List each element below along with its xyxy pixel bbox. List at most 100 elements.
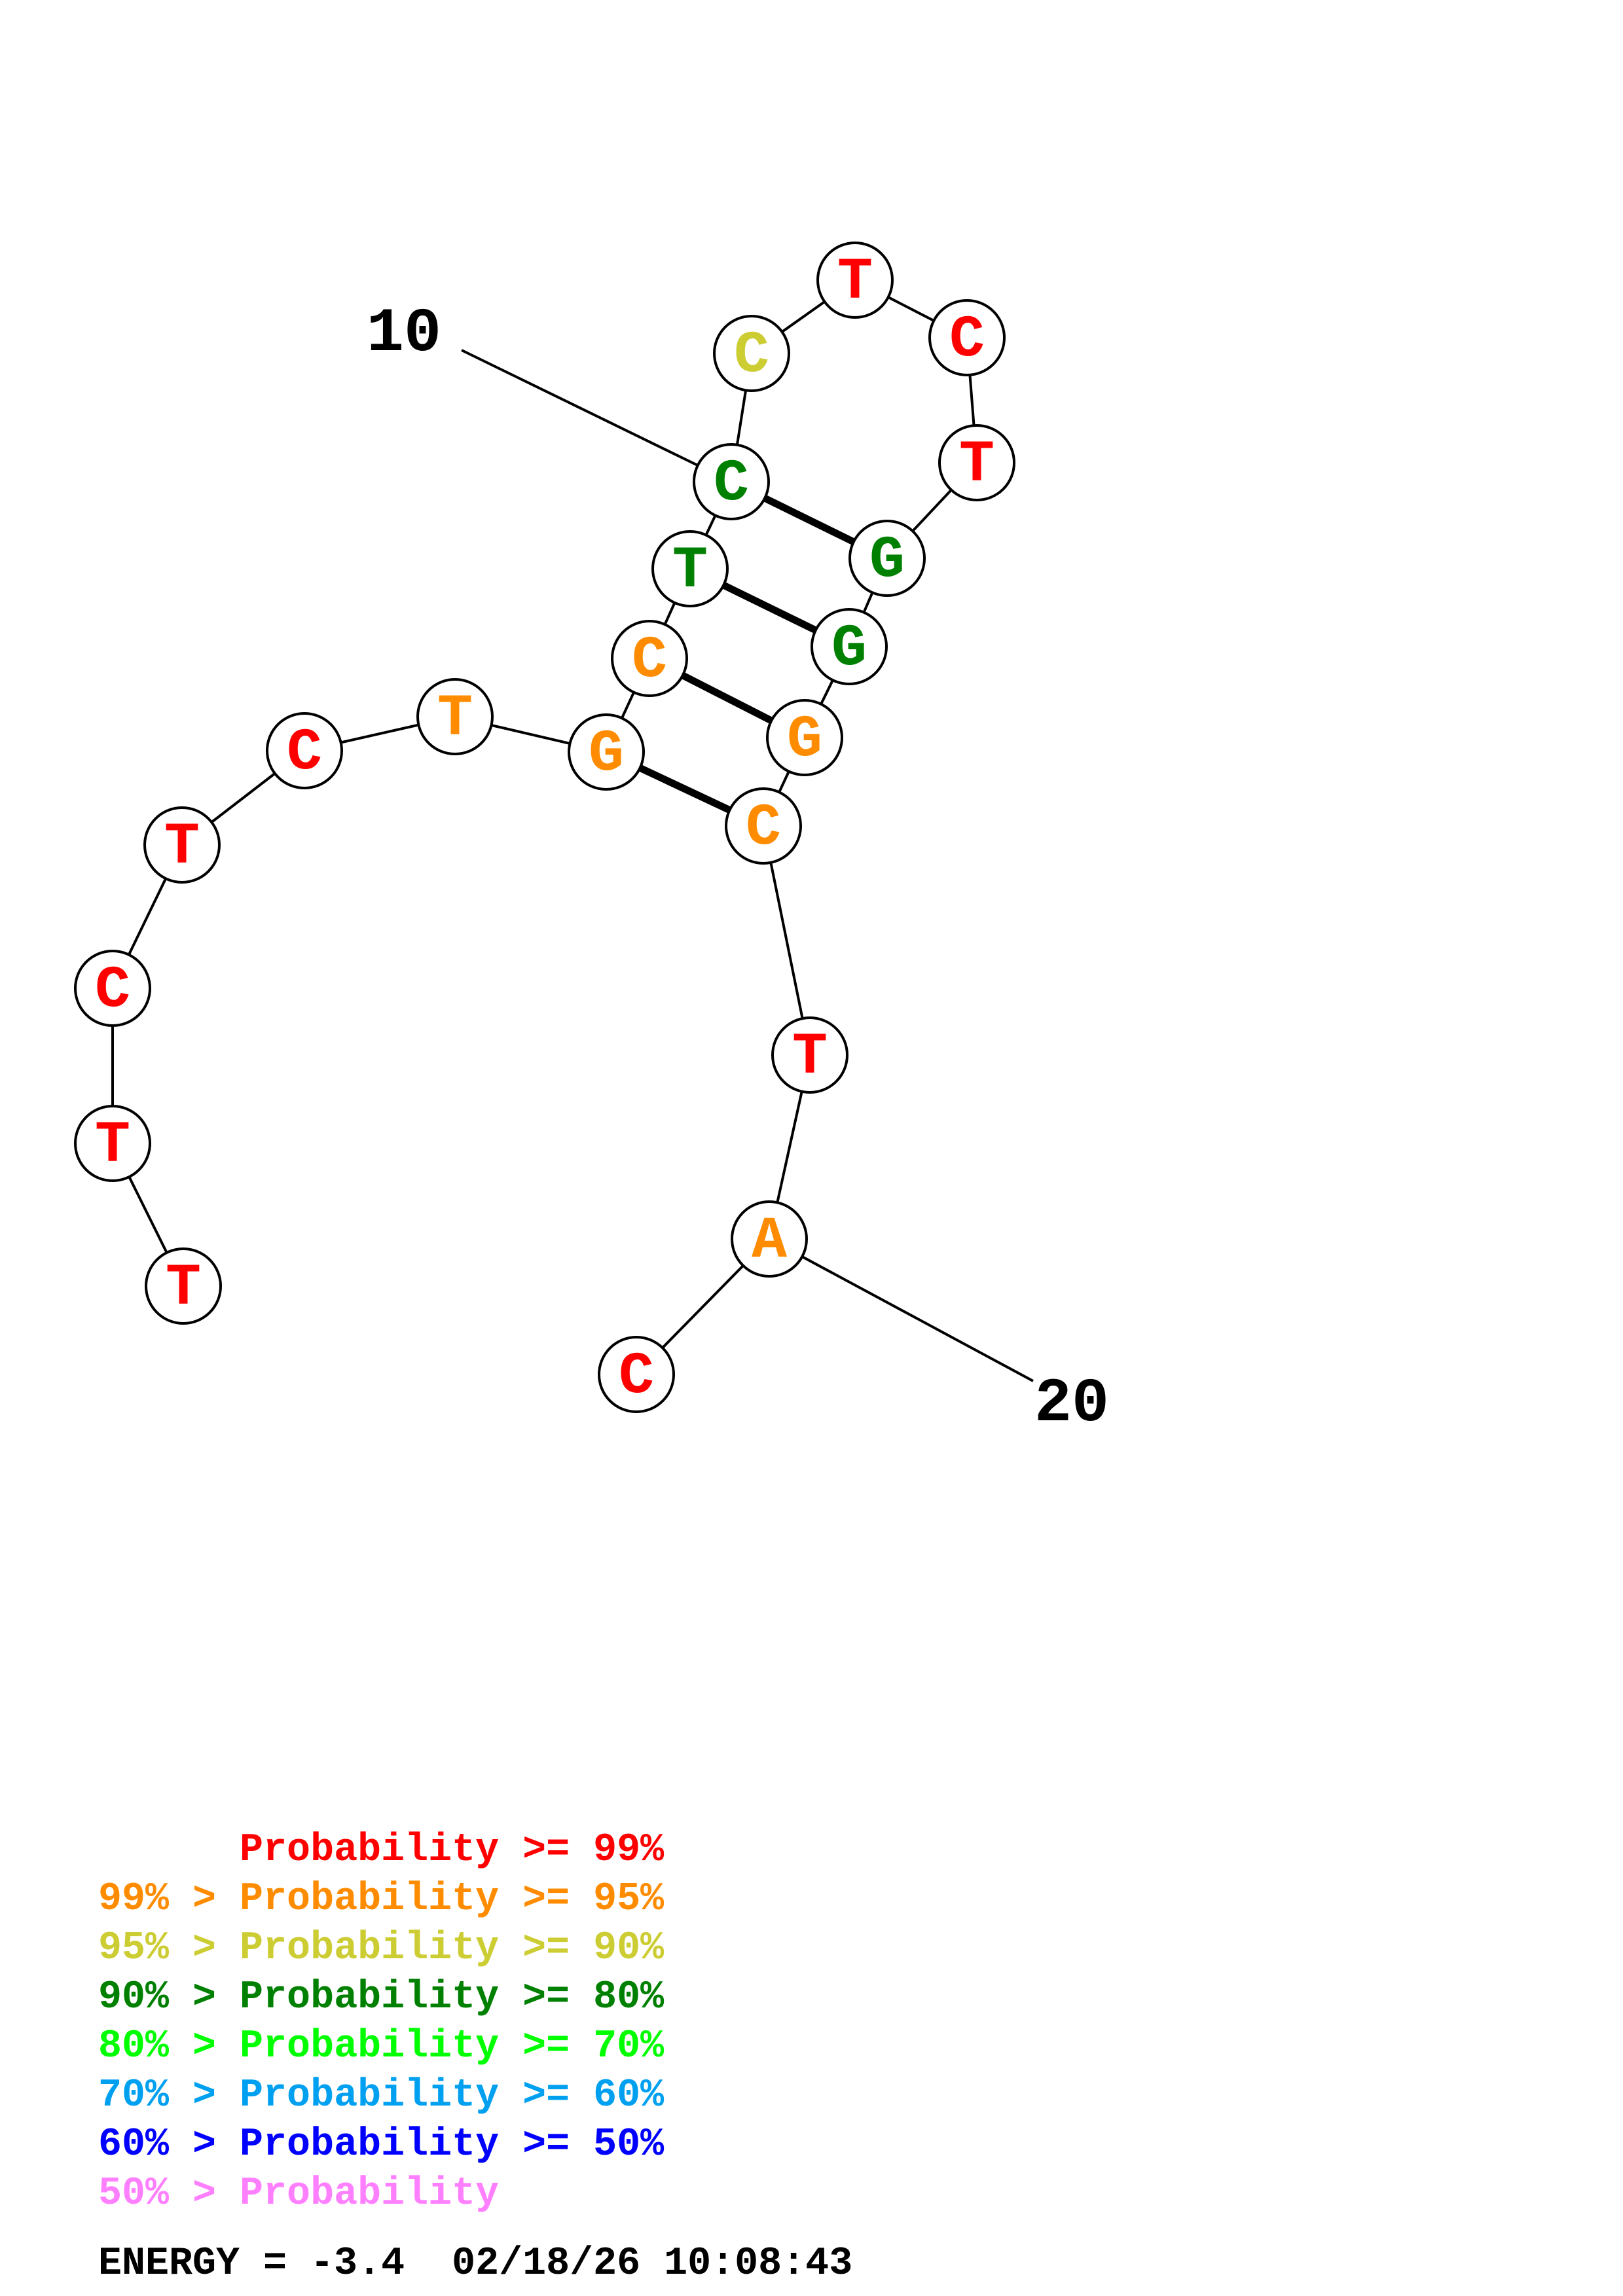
nucleotide-letter: C — [734, 323, 769, 389]
legend-row: 80% > Probability >= 70% — [98, 2022, 664, 2072]
nucleotide: C — [266, 712, 343, 789]
position-label-layer: 10 20 — [367, 298, 1109, 1439]
nucleotide-circle — [938, 424, 1015, 501]
nucleotide-letter: T — [164, 814, 200, 881]
nucleotide-letter: T — [672, 538, 708, 605]
nucleotide-circle — [693, 443, 770, 520]
nucleotide-letter: C — [95, 958, 130, 1024]
legend-text: Probability >= 80% — [240, 1975, 665, 2020]
nucleotide-letter: C — [949, 307, 985, 374]
nucleotide-letter: T — [166, 1255, 201, 1322]
legend-row: 50% > Probability — [98, 2170, 664, 2219]
nucleotide-letter: T — [959, 432, 994, 499]
legend-prefix: 95% > — [98, 1926, 240, 1971]
legend-row: 90% > Probability >= 80% — [98, 1973, 664, 2022]
nucleotide-circle — [74, 1105, 151, 1182]
legend-row: 60% > Probability >= 50% — [98, 2121, 664, 2170]
position-label-leader — [769, 1238, 1034, 1382]
legend-text: Probability >= 90% — [240, 1926, 665, 1971]
nucleotide: C — [928, 299, 1006, 376]
nucleotide-circle — [143, 806, 221, 884]
nucleotide: G — [568, 713, 645, 791]
nucleotide-circle — [816, 242, 894, 319]
legend-row: Probability >= 99% — [98, 1826, 664, 1875]
nucleotide: A — [731, 1200, 808, 1278]
legend-prefix: 99% > — [98, 1877, 240, 1922]
nucleotide-letter: T — [95, 1113, 130, 1179]
nucleotide: T — [771, 1016, 848, 1094]
legend-prefix: 70% > — [98, 2073, 240, 2118]
legend-prefix: 60% > — [98, 2123, 240, 2167]
nucleotide-circle — [766, 699, 843, 776]
legend-row: 95% > Probability >= 90% — [98, 1924, 664, 1973]
nucleotide-letter: T — [792, 1024, 828, 1091]
nucleotide: G — [848, 520, 926, 597]
legend-text: Probability >= 99% — [240, 1828, 665, 1873]
legend-text: Probability >= 95% — [240, 1877, 665, 1922]
nucleotide-letter: G — [589, 721, 624, 788]
timestamp: 02/18/26 10:08:43 — [452, 2242, 853, 2286]
legend-text: Probability >= 50% — [240, 2123, 665, 2167]
nucleotide-circle — [568, 713, 645, 791]
nucleotide-circle — [771, 1016, 848, 1094]
nucleotide-circle — [848, 520, 926, 597]
nucleotide: C — [725, 787, 802, 865]
nucleotide-circle — [74, 950, 151, 1027]
legend-prefix: 90% > — [98, 1975, 240, 2020]
nucleotide-circle — [725, 787, 802, 865]
nucleotide-circle — [145, 1247, 222, 1325]
nucleotide-letter: C — [714, 451, 749, 518]
nucleotide: T — [416, 678, 494, 755]
backbone-layer — [111, 279, 978, 1376]
nucleotide-letter: C — [287, 720, 322, 787]
probability-legend: Probability >= 99% 99% > Probability >= 9… — [98, 1826, 664, 2219]
legend-text: Probability >= 70% — [240, 2024, 665, 2069]
legend-text: Probability — [240, 2172, 500, 2216]
nucleotide-circle — [928, 299, 1006, 376]
nucleotide-circle — [266, 712, 343, 789]
nucleotide-letter: C — [632, 628, 667, 694]
nucleotide-letter: T — [837, 249, 873, 316]
nucleotide: T — [938, 424, 1015, 501]
legend-prefix: 80% > — [98, 2024, 240, 2069]
position-label: 20 — [1034, 1369, 1109, 1439]
legend-row: 99% > Probability >= 95% — [98, 1875, 664, 1924]
nucleotide: G — [811, 608, 888, 685]
nucleotide-circle — [416, 678, 494, 755]
legend-prefix: 50% > — [98, 2172, 240, 2216]
nucleotide: T — [651, 530, 729, 607]
nucleotide: C — [713, 315, 790, 392]
nucleotide: T — [74, 1105, 151, 1182]
nucleotide: T — [145, 1247, 222, 1325]
nucleotide-letter: A — [752, 1208, 788, 1275]
nucleotide-circle — [713, 315, 790, 392]
nucleotide-circle — [811, 608, 888, 685]
nucleotide: C — [611, 620, 688, 697]
nucleotide: C — [693, 443, 770, 520]
nucleotide-circle — [651, 530, 729, 607]
energy-value: ENERGY = -3.4 — [98, 2242, 405, 2286]
backbone-link — [762, 825, 811, 1056]
nucleotide: T — [816, 242, 894, 319]
nucleotide-letter: G — [869, 528, 905, 594]
legend-text: Probability >= 60% — [240, 2073, 665, 2118]
nucleotide: T — [143, 806, 221, 884]
nucleotide: G — [766, 699, 843, 776]
nucleotide-letter: G — [787, 707, 822, 774]
nucleotide-letter: G — [831, 616, 867, 683]
legend-row: 70% > Probability >= 60% — [98, 2072, 664, 2121]
nucleotide-letter: C — [619, 1344, 654, 1410]
nucleotide-letter: T — [437, 686, 473, 753]
nucleotide-circle — [731, 1200, 808, 1278]
nucleotide-letter: C — [746, 795, 781, 862]
nucleotide-circle — [598, 1336, 675, 1413]
legend-prefix — [98, 1828, 240, 1873]
position-label-leader — [461, 349, 732, 483]
nucleotide-circle — [611, 620, 688, 697]
nucleotide: C — [598, 1336, 675, 1413]
energy-footer: ENERGY = -3.4 02/18/26 10:08:43 — [98, 2242, 852, 2286]
nucleotide: C — [74, 950, 151, 1027]
position-label: 10 — [367, 298, 441, 369]
